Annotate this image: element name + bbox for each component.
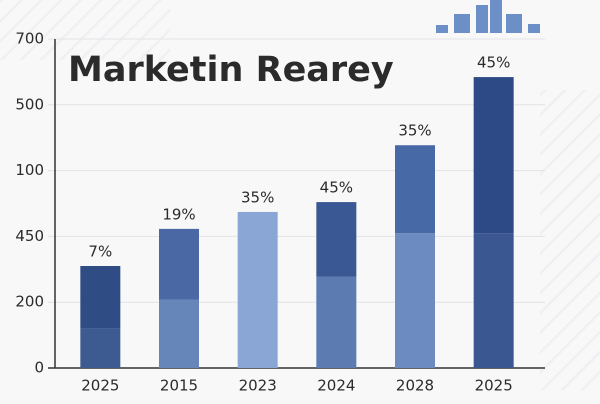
bar-label: 7% (88, 243, 112, 261)
bar-label: 35% (241, 188, 274, 206)
x-tick-label: 2024 (317, 377, 355, 395)
bar-segment (316, 202, 357, 277)
bar-segment (159, 228, 199, 300)
bar-segment (473, 77, 514, 234)
y-tick-label: 100 (15, 161, 44, 179)
x-tick-label: 2028 (396, 377, 434, 395)
y-tick-label: 500 (15, 95, 44, 113)
bar-label: 45% (320, 179, 353, 197)
y-tick-label: 450 (15, 227, 44, 245)
x-tick-label: 2025 (81, 377, 119, 395)
x-tick-label: 2023 (239, 377, 277, 395)
bar-segment (159, 299, 199, 368)
chart-title: Marketin Rearey (68, 50, 394, 90)
y-tick-label: 700 (15, 30, 44, 48)
plot-area: 0 200 450 100 500 700 7% 2025 19% 2015 35% 2023 45% 2… (15, 30, 545, 395)
bar-label: 35% (398, 122, 431, 140)
x-tick-label: 2025 (475, 377, 513, 395)
bar-segment (395, 233, 435, 368)
bar-label: 45% (477, 54, 510, 72)
bar-segment (473, 233, 514, 368)
y-tick-label: 0 (34, 359, 44, 377)
x-tick-label: 2015 (160, 377, 198, 395)
bar-segment (80, 328, 121, 368)
background-pattern (540, 90, 600, 390)
y-tick-label: 200 (15, 293, 44, 311)
bar-label: 19% (162, 205, 195, 223)
bar-segment (395, 145, 435, 234)
bar-segment (316, 276, 357, 368)
bar-segment (237, 211, 278, 368)
logo-icon (436, 0, 540, 33)
background-pattern (0, 0, 170, 60)
bar-segment (80, 266, 121, 329)
